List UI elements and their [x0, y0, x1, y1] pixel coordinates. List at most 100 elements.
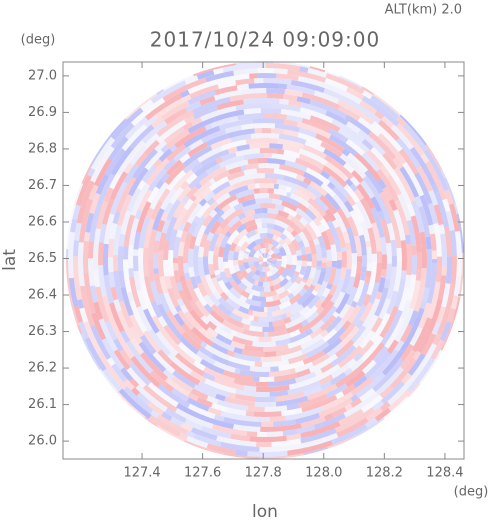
echo-cell — [278, 289, 290, 300]
echo-cell — [136, 180, 146, 191]
echo-cell — [244, 286, 254, 295]
echo-cell — [271, 309, 284, 317]
echo-cell — [286, 253, 293, 261]
echo-cell — [350, 264, 357, 278]
echo-cell — [189, 84, 219, 100]
echo-cell — [227, 146, 238, 154]
echo-cell — [398, 148, 419, 175]
echo-cell — [303, 305, 318, 319]
echo-cell — [327, 436, 354, 449]
echo-cell — [178, 289, 194, 313]
x-tick-label: 128.2 — [366, 466, 403, 481]
echo-cell — [291, 80, 325, 93]
echo-cell — [366, 262, 372, 272]
echo-cell — [343, 184, 360, 203]
echo-cell — [98, 265, 107, 297]
echo-cell — [283, 236, 292, 246]
echo-cell — [226, 128, 255, 139]
echo-cell — [267, 431, 284, 437]
echo-cell — [102, 368, 123, 392]
echo-cell — [235, 148, 260, 157]
echo-cell — [370, 312, 391, 343]
echo-cell — [130, 338, 144, 355]
echo-cell — [245, 275, 256, 285]
echo-cell — [183, 198, 194, 211]
echo-cell — [328, 134, 358, 157]
echo-cell — [270, 266, 279, 275]
echo-cell — [324, 78, 348, 92]
echo-cell — [180, 304, 189, 314]
echo-cell — [210, 137, 232, 150]
echo-cell — [217, 194, 238, 210]
echo-cell — [202, 256, 210, 276]
echo-cell — [406, 203, 416, 217]
echo-cell — [147, 258, 155, 283]
echo-cell — [362, 314, 379, 336]
echo-cell — [276, 178, 299, 190]
echo-cell — [138, 216, 151, 249]
echo-cell — [168, 229, 178, 251]
echo-cell — [328, 128, 344, 140]
echo-cell — [442, 198, 451, 212]
echo-cell — [70, 218, 78, 233]
echo-cell — [128, 268, 135, 278]
echo-cell — [199, 358, 225, 375]
echo-cell — [173, 329, 184, 340]
echo-cell — [287, 292, 295, 300]
echo-cell — [361, 152, 381, 172]
echo-cell — [359, 100, 378, 115]
echo-cell — [345, 276, 356, 295]
echo-cell — [198, 327, 213, 340]
echo-cell — [171, 375, 194, 393]
echo-cell — [74, 222, 82, 241]
echo-cell — [224, 281, 233, 291]
echo-cell — [351, 170, 364, 184]
echo-cell — [190, 276, 199, 290]
echo-cell — [382, 186, 394, 202]
echo-cell — [234, 298, 251, 310]
echo-cell — [330, 288, 342, 304]
echo-cell — [341, 251, 347, 268]
echo-cell — [230, 340, 246, 350]
echo-cell — [434, 191, 449, 228]
echo-cell — [252, 118, 285, 125]
echo-cell — [172, 200, 186, 219]
echo-cell — [245, 163, 259, 170]
echo-cell — [166, 182, 175, 192]
echo-cell — [95, 200, 109, 230]
echo-cell — [229, 287, 242, 300]
echo-cell — [248, 325, 263, 332]
echo-cell — [157, 349, 173, 365]
echo-cell — [169, 186, 185, 205]
echo-cell — [237, 113, 264, 121]
echo-cell — [289, 368, 296, 375]
echo-cell — [319, 374, 334, 385]
echo-cell — [150, 200, 163, 220]
echo-cell — [402, 161, 425, 197]
echo-cell — [330, 244, 338, 261]
echo-cell — [229, 312, 243, 323]
echo-cell — [309, 353, 338, 374]
echo-cell — [294, 233, 303, 243]
echo-cell — [419, 231, 428, 269]
echo-cell — [285, 275, 292, 281]
echo-cell — [301, 92, 340, 110]
echo-cell — [241, 203, 261, 213]
echo-cell — [431, 183, 439, 194]
echo-cell — [387, 389, 411, 412]
echo-cell — [167, 287, 180, 308]
echo-cell — [302, 144, 327, 160]
echo-cell — [256, 264, 263, 272]
echo-cell — [416, 166, 433, 192]
echo-cell — [337, 128, 370, 154]
echo-cell — [180, 280, 194, 302]
echo-cell — [304, 139, 326, 153]
echo-cell — [306, 184, 323, 199]
echo-cell — [148, 329, 171, 357]
echo-cell — [437, 318, 448, 336]
echo-cell — [78, 321, 90, 340]
y-tick-label: 26.7 — [28, 178, 57, 193]
echo-cell — [325, 315, 343, 334]
echo-cell — [206, 320, 217, 331]
echo-cell — [326, 260, 332, 267]
